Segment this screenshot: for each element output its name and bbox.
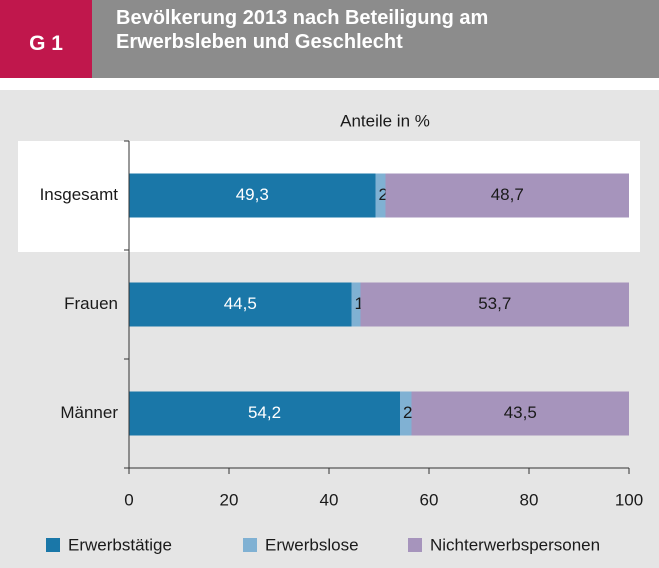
figure-title: Bevölkerung 2013 nach Beteiligung am Erw… bbox=[116, 7, 489, 53]
x-tick-label: 100 bbox=[615, 490, 643, 509]
y-tick-label: Insgesamt bbox=[40, 185, 119, 204]
bar-segment bbox=[129, 173, 376, 218]
data-label: 43,5 bbox=[504, 403, 537, 422]
legend-label: Erwerbslose bbox=[265, 535, 359, 554]
x-tick-label: 0 bbox=[124, 490, 133, 509]
x-tick-label: 40 bbox=[320, 490, 339, 509]
bar-segment bbox=[400, 391, 412, 436]
bar-segment bbox=[411, 391, 629, 436]
data-label: 44,5 bbox=[224, 294, 257, 313]
y-tick-label: Männer bbox=[60, 403, 118, 422]
y-tick-label: Frauen bbox=[64, 294, 118, 313]
legend-label: Nichterwerbspersonen bbox=[430, 535, 600, 554]
x-tick-label: 60 bbox=[420, 490, 439, 509]
x-tick-label: 20 bbox=[220, 490, 239, 509]
chart-subtitle: Anteile in % bbox=[340, 111, 430, 130]
bar-segment bbox=[129, 391, 400, 436]
bar-segment bbox=[129, 282, 352, 327]
bar-segment bbox=[385, 173, 629, 218]
bar-segment bbox=[360, 282, 629, 327]
legend-label: Erwerbstätige bbox=[68, 535, 172, 554]
bar-segment bbox=[375, 173, 386, 218]
legend-swatch bbox=[46, 538, 60, 552]
data-label: 48,7 bbox=[491, 185, 524, 204]
chart: Anteile in % Insgesamt49,32,048,7Frauen4… bbox=[0, 90, 659, 568]
x-tick-label: 80 bbox=[520, 490, 539, 509]
figure-number: G 1 bbox=[0, 0, 92, 78]
data-label: 49,3 bbox=[236, 185, 269, 204]
data-label: 53,7 bbox=[478, 294, 511, 313]
legend-swatch bbox=[408, 538, 422, 552]
legend-swatch bbox=[243, 538, 257, 552]
bar-segment bbox=[351, 282, 361, 327]
figure-title-box: Bevölkerung 2013 nach Beteiligung am Erw… bbox=[92, 0, 659, 78]
data-label: 54,2 bbox=[248, 403, 281, 422]
